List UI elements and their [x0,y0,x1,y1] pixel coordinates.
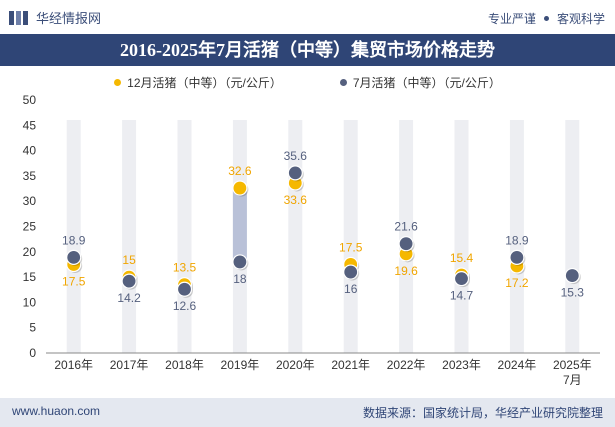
y-tick-label: 25 [23,220,37,234]
y-tick-label: 5 [29,321,36,335]
legend-label-jul: 7月活猪（中等）（元/公斤） [352,75,501,90]
x-tick-label: 2016年 [54,358,93,372]
data-label-jul: 14.7 [450,289,474,303]
y-tick-label: 50 [23,94,37,107]
top-bar: 华经情报网 专业严谨 客观科学 [0,0,615,34]
slogan: 专业严谨 客观科学 [488,10,605,27]
data-label-jul: 35.6 [284,149,308,163]
point-jul [398,236,414,252]
legend-item-jul: 7月活猪（中等）（元/公斤） [339,72,501,92]
legend: 12月活猪（中等）（元/公斤） 7月活猪（中等）（元/公斤） [0,72,615,92]
x-tick-label: 2023年 [442,358,481,372]
title-bar: 2016-2025年7月活猪（中等）集贸市场价格走势 [0,34,615,66]
legend-dot-dec-icon [114,78,122,86]
data-label-jul: 12.6 [173,299,197,313]
data-label-jul: 18.9 [505,233,529,247]
data-label-dec: 13.5 [173,261,197,275]
data-label-dec: 19.6 [394,264,418,278]
data-label-jul: 14.2 [117,291,141,305]
legend-item-dec: 12月活猪（中等）（元/公斤） [114,72,282,92]
background-column [177,120,192,353]
slogan-right: 客观科学 [556,12,605,26]
data-label-jul: 18 [233,272,247,286]
y-tick-label: 0 [29,346,36,360]
y-tick-label: 35 [23,169,37,183]
point-jul [343,264,359,280]
point-jul [509,249,525,265]
point-jul [564,267,580,284]
x-tick-label: 7月 [563,373,582,387]
background-column [343,120,358,353]
point-jul [453,271,470,287]
brand-name: 华经情报网 [36,11,102,26]
data-label-jul: 18.9 [62,233,86,247]
data-label-dec: 17.5 [339,240,363,254]
data-label-jul: 16 [344,282,358,296]
range-bar [232,188,247,262]
background-column [66,120,81,353]
footer: www.huaon.com 数据来源：国家统计局，华经产业研究院整理 [0,398,615,427]
point-jul [121,273,137,289]
y-tick-label: 40 [23,144,37,158]
point-jul [287,165,303,181]
x-tick-label: 2017年 [110,358,149,372]
background-column [454,120,469,353]
brand-logo-icon [9,10,28,25]
data-label-dec: 17.2 [505,276,529,290]
y-tick-label: 20 [23,245,37,259]
background-column [565,120,580,353]
footer-source: 数据来源：国家统计局，华经产业研究院整理 [362,406,603,420]
chart-title: 2016-2025年7月活猪（中等）集贸市场价格走势 [120,40,495,60]
x-tick-label: 2020年 [276,358,315,372]
chart-area: 0 5 10 15 20 25 30 35 40 45 50 2016年 2017年 2018年 2019年… [23,94,600,387]
brand: 华经情报网 [8,8,101,27]
separator-dot-icon [543,16,549,21]
data-label-dec: 15.4 [450,251,474,265]
data-label-dec: 32.6 [228,164,252,178]
background-column [509,120,524,353]
x-tick-label: 2025年 [553,358,592,372]
data-label-dec: 15 [122,253,136,267]
data-label-dec: 33.6 [284,193,308,207]
footer-website: www.huaon.com [12,404,101,418]
x-tick-label: 2018年 [165,358,204,372]
point-dec [232,180,248,196]
x-tick-label: 2021年 [331,358,370,372]
legend-dot-jul-icon [339,78,347,86]
x-tick-label: 2019年 [221,358,260,372]
y-tick-label: 10 [23,295,37,309]
y-tick-label: 45 [23,118,37,132]
point-jul [232,254,248,270]
x-tick-label: 2024年 [498,358,537,372]
data-label-jul: 15.3 [561,286,585,300]
slogan-left: 专业严谨 [487,12,536,26]
legend-label-dec: 12月活猪（中等）（元/公斤） [127,75,282,90]
data-label-jul: 21.6 [394,220,418,234]
data-label-dec: 17.5 [62,274,86,288]
y-tick-label: 30 [23,194,37,208]
point-jul [66,249,82,265]
x-tick-label: 2022年 [387,358,426,372]
background-column [122,120,137,353]
y-tick-label: 15 [23,270,37,284]
point-jul [176,281,193,297]
